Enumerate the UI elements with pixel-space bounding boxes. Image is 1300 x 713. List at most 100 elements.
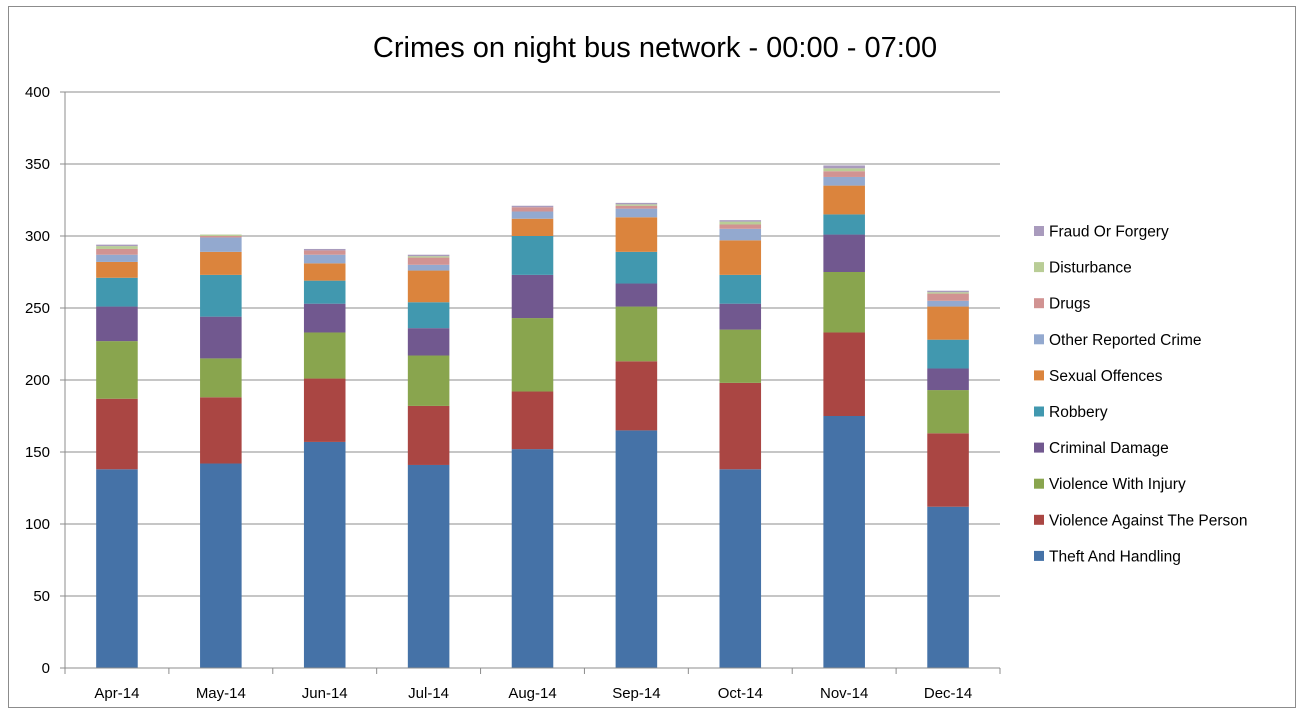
bar-segment [927, 433, 969, 507]
bar-segment [615, 205, 658, 209]
bar-segment [927, 339, 969, 369]
bar-stack [96, 244, 138, 668]
bar-stack [407, 254, 450, 668]
bar-segment [407, 302, 450, 329]
bar-segment [407, 257, 450, 265]
bar-segment [303, 248, 346, 251]
legend-item: Robbery [1034, 404, 1108, 421]
bar-segment [407, 355, 450, 406]
bar-segment [96, 277, 138, 307]
x-tick-label: May-14 [196, 685, 246, 702]
bar-segment [96, 248, 138, 255]
bar-segment [511, 391, 554, 450]
y-tick-label: 150 [25, 444, 50, 461]
bars [96, 165, 969, 668]
bar-segment [303, 254, 346, 264]
bar-segment [407, 270, 450, 303]
legend-swatch [1034, 406, 1044, 417]
bar-segment [303, 263, 346, 281]
bar-segment [303, 441, 346, 668]
bar-segment [303, 280, 346, 304]
legend-label: Fraud Or Forgery [1049, 224, 1169, 241]
bar-segment [615, 283, 658, 307]
bar-segment [200, 358, 242, 398]
bar-segment [823, 168, 865, 172]
bar-segment [200, 251, 242, 275]
legend-label: Violence Against The Person [1049, 512, 1247, 529]
bar-segment [615, 430, 658, 668]
legend-swatch [1034, 442, 1044, 453]
legend-swatch [1034, 370, 1044, 381]
bar-segment [407, 405, 450, 465]
legend-label: Drugs [1049, 296, 1091, 313]
y-tick-label: 50 [33, 588, 50, 605]
bar-stack [511, 205, 554, 668]
bar-segment [823, 234, 865, 272]
bar-segment [615, 208, 658, 218]
legend-swatch [1034, 550, 1044, 561]
bar-segment [511, 274, 554, 319]
legend-label: Other Reported Crime [1049, 332, 1201, 349]
bar-segment [927, 292, 969, 294]
bar-segment [615, 251, 658, 284]
y-tick-label: 400 [25, 84, 50, 101]
legend-swatch [1034, 298, 1044, 309]
x-tick-label: Aug-14 [508, 685, 556, 702]
y-tick-label: 200 [25, 372, 50, 389]
bar-segment [407, 256, 450, 258]
legend-item: Fraud Or Forgery [1034, 224, 1169, 241]
bar-segment [407, 328, 450, 356]
y-tick-label: 300 [25, 228, 50, 245]
legend-swatch [1034, 514, 1044, 525]
x-tick-label: Jun-14 [302, 685, 348, 702]
y-tick-label: 350 [25, 156, 50, 173]
bar-segment [719, 303, 762, 330]
legend-swatch [1034, 478, 1044, 489]
bar-segment [511, 218, 554, 236]
bar-segment [719, 221, 762, 225]
bar-stack [719, 220, 762, 668]
legend-label: Sexual Offences [1049, 368, 1163, 385]
bar-segment [200, 236, 242, 238]
bar-segment [96, 246, 138, 249]
bar-segment [719, 240, 762, 275]
bar-segment [615, 361, 658, 431]
bar-segment [303, 250, 346, 255]
x-tick-label: Dec-14 [924, 685, 972, 702]
bar-segment [200, 274, 242, 317]
bar-stack [615, 202, 658, 668]
legend: Fraud Or Forgery Disturbance Drugs Other Re… [1034, 224, 1247, 565]
bar-segment [927, 368, 969, 391]
bar-segment [719, 329, 762, 383]
x-tick-label: Apr-14 [94, 685, 139, 702]
legend-label: Theft And Handling [1049, 548, 1181, 565]
bar-segment [511, 318, 554, 392]
bar-segment [615, 204, 658, 206]
bar-segment [511, 211, 554, 219]
bar-segment [719, 274, 762, 304]
legend-label: Violence With Injury [1049, 476, 1186, 493]
bar-segment [719, 228, 762, 241]
bar-segment [511, 205, 554, 208]
legend-item: Criminal Damage [1034, 440, 1169, 457]
y-tick-label: 100 [25, 516, 50, 533]
x-axis: Apr-14 May-14 Jun-14 Jul-14 Aug-14 Sep-14 Oct-… [64, 667, 1001, 702]
legend-item: Violence With Injury [1034, 476, 1186, 493]
bar-segment [96, 398, 138, 470]
bar-segment [615, 306, 658, 362]
bar-segment [927, 506, 969, 668]
bar-segment [511, 207, 554, 212]
bar-stack [823, 165, 865, 668]
bar-segment [407, 264, 450, 271]
bar-segment [927, 293, 969, 301]
bar-stack [927, 290, 969, 668]
bar-stack [303, 248, 346, 668]
legend-item: Violence Against The Person [1034, 512, 1247, 529]
bar-stack [200, 234, 242, 668]
bar-segment [719, 469, 762, 668]
chart-title: Crimes on night bus network - 00:00 - 07… [373, 32, 937, 64]
bar-segment [96, 261, 138, 278]
y-tick-label: 0 [42, 660, 50, 677]
bar-segment [200, 237, 242, 252]
bar-segment [823, 171, 865, 177]
